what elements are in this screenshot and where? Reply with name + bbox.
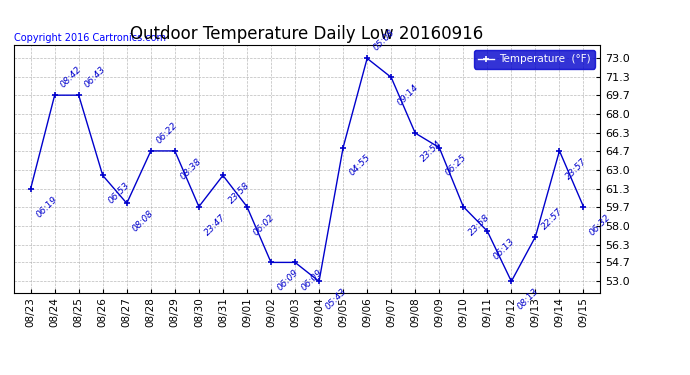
Text: 22:57: 22:57 bbox=[540, 207, 564, 231]
Text: 06:22: 06:22 bbox=[155, 121, 179, 146]
Text: 09:14: 09:14 bbox=[395, 83, 420, 108]
Text: Copyright 2016 Cartronics.com: Copyright 2016 Cartronics.com bbox=[14, 33, 166, 42]
Text: 06:02: 06:02 bbox=[251, 212, 276, 237]
Text: 06:19: 06:19 bbox=[34, 194, 59, 219]
Text: 06:53: 06:53 bbox=[107, 181, 132, 206]
Text: 06:43: 06:43 bbox=[83, 65, 108, 90]
Text: 08:42: 08:42 bbox=[59, 65, 83, 90]
Text: 05:43: 05:43 bbox=[323, 287, 348, 312]
Text: 06:13: 06:13 bbox=[491, 237, 516, 261]
Text: 06:09: 06:09 bbox=[299, 268, 324, 293]
Text: 23:57: 23:57 bbox=[564, 156, 589, 181]
Text: 05:08: 05:08 bbox=[371, 28, 396, 53]
Text: 06:09: 06:09 bbox=[275, 268, 300, 293]
Text: 08:38: 08:38 bbox=[179, 156, 204, 181]
Title: Outdoor Temperature Daily Low 20160916: Outdoor Temperature Daily Low 20160916 bbox=[130, 26, 484, 44]
Text: 23:58: 23:58 bbox=[227, 181, 252, 206]
Text: 06:25: 06:25 bbox=[444, 153, 469, 178]
Text: 08:08: 08:08 bbox=[131, 209, 156, 234]
Text: 04:55: 04:55 bbox=[347, 153, 372, 178]
Text: 23:58: 23:58 bbox=[467, 212, 492, 237]
Legend: Temperature  (°F): Temperature (°F) bbox=[474, 50, 595, 69]
Text: 23:54: 23:54 bbox=[420, 139, 444, 164]
Text: 06:32: 06:32 bbox=[588, 212, 613, 237]
Text: 08:13: 08:13 bbox=[515, 287, 540, 312]
Text: 23:47: 23:47 bbox=[203, 212, 228, 237]
